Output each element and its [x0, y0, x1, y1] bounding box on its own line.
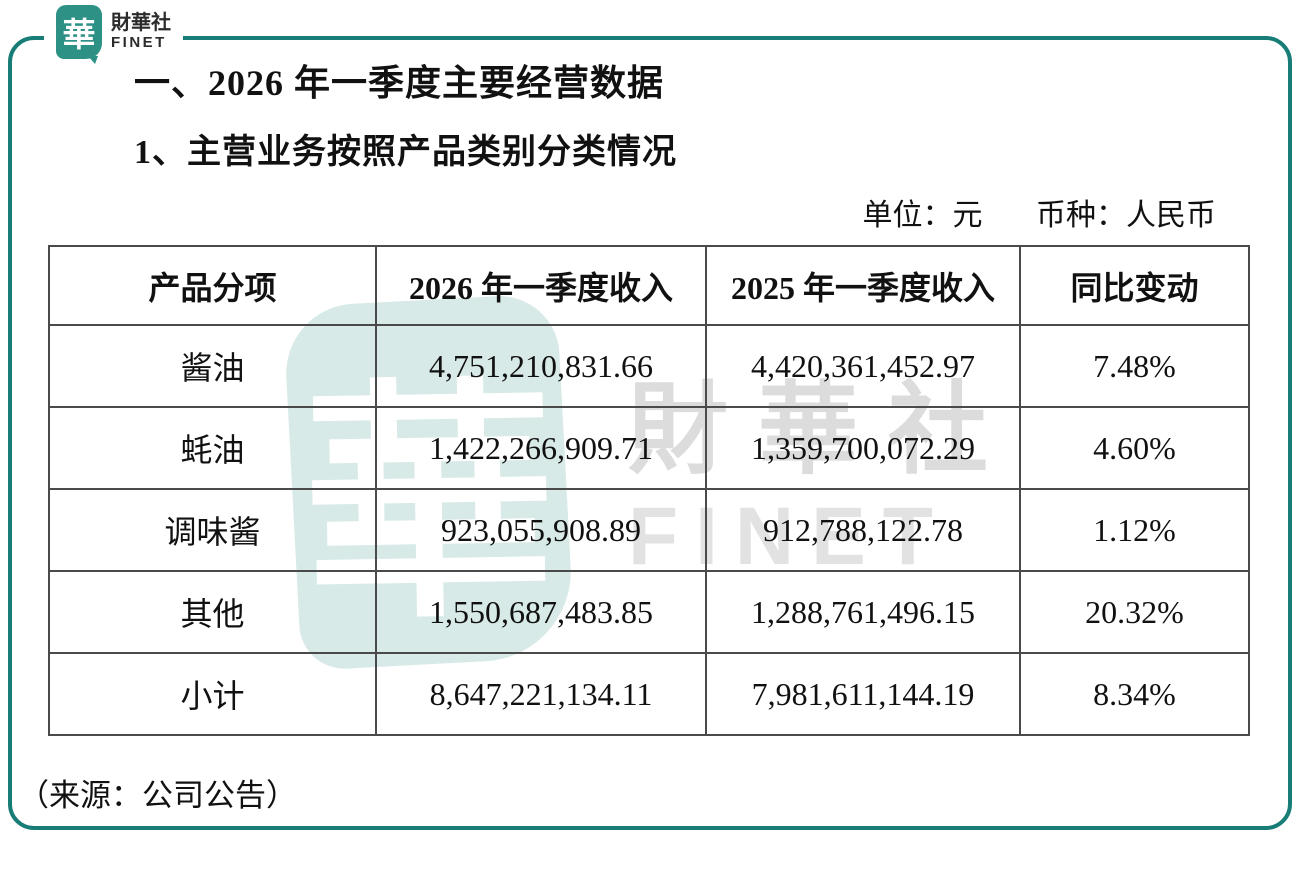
- cell-2026-revenue: 1,422,266,909.71: [375, 406, 707, 490]
- cell-product: 调味酱: [48, 488, 377, 572]
- col-header-2026-revenue: 2026 年一季度收入: [375, 245, 707, 326]
- cell-yoy-change: 4.60%: [1019, 406, 1250, 490]
- cell-2025-revenue: 4,420,361,452.97: [705, 324, 1021, 408]
- finet-logo: 華 財華社 FINET: [44, 0, 183, 64]
- col-header-2025-revenue: 2025 年一季度收入: [705, 245, 1021, 326]
- unit-currency-line: 单位：元 币种：人民币: [48, 190, 1217, 234]
- cell-yoy-change: 8.34%: [1019, 652, 1250, 736]
- cell-product: 蚝油: [48, 406, 377, 490]
- cell-product: 小计: [48, 652, 377, 736]
- cell-2025-revenue: 1,359,700,072.29: [705, 406, 1021, 490]
- section-heading: 一、2026 年一季度主要经营数据: [134, 63, 665, 103]
- cell-yoy-change: 7.48%: [1019, 324, 1250, 408]
- table-row: 其他 1,550,687,483.85 1,288,761,496.15 20.…: [48, 570, 1250, 654]
- currency-label: 币种：人民币: [1036, 199, 1216, 232]
- unit-label: 单位：元: [862, 199, 983, 232]
- table-row: 调味酱 923,055,908.89 912,788,122.78 1.12%: [48, 488, 1250, 572]
- table-row: 蚝油 1,422,266,909.71 1,359,700,072.29 4.6…: [48, 406, 1250, 490]
- revenue-table: 产品分项 2026 年一季度收入 2025 年一季度收入 同比变动 酱油 4,7…: [48, 245, 1250, 736]
- col-header-yoy-change: 同比变动: [1019, 245, 1250, 326]
- page-frame: [8, 36, 1292, 830]
- finet-seal-icon: 華: [56, 5, 102, 64]
- finet-logo-name-en: FINET: [111, 33, 167, 51]
- cell-2026-revenue: 8,647,221,134.11: [375, 652, 707, 736]
- source-note: （来源：公司公告）: [18, 778, 297, 813]
- cell-2025-revenue: 912,788,122.78: [705, 488, 1021, 572]
- cell-product: 酱油: [48, 324, 377, 408]
- cell-2026-revenue: 1,550,687,483.85: [375, 570, 707, 654]
- cell-yoy-change: 1.12%: [1019, 488, 1250, 572]
- subsection-heading: 1、主营业务按照产品类别分类情况: [134, 134, 677, 171]
- col-header-product: 产品分项: [48, 245, 377, 326]
- cell-2025-revenue: 1,288,761,496.15: [705, 570, 1021, 654]
- cell-product: 其他: [48, 570, 377, 654]
- cell-2026-revenue: 4,751,210,831.66: [375, 324, 707, 408]
- finet-logo-name-cn: 財華社: [111, 12, 171, 35]
- cell-yoy-change: 20.32%: [1019, 570, 1250, 654]
- cell-2025-revenue: 7,981,611,144.19: [705, 652, 1021, 736]
- table-row-subtotal: 小计 8,647,221,134.11 7,981,611,144.19 8.3…: [48, 652, 1250, 736]
- table-row: 酱油 4,751,210,831.66 4,420,361,452.97 7.4…: [48, 324, 1250, 408]
- finet-seal-glyph: 華: [62, 18, 96, 54]
- table-header-row: 产品分项 2026 年一季度收入 2025 年一季度收入 同比变动: [48, 245, 1250, 326]
- finet-logo-names: 財華社 FINET: [111, 13, 171, 51]
- cell-2026-revenue: 923,055,908.89: [375, 488, 707, 572]
